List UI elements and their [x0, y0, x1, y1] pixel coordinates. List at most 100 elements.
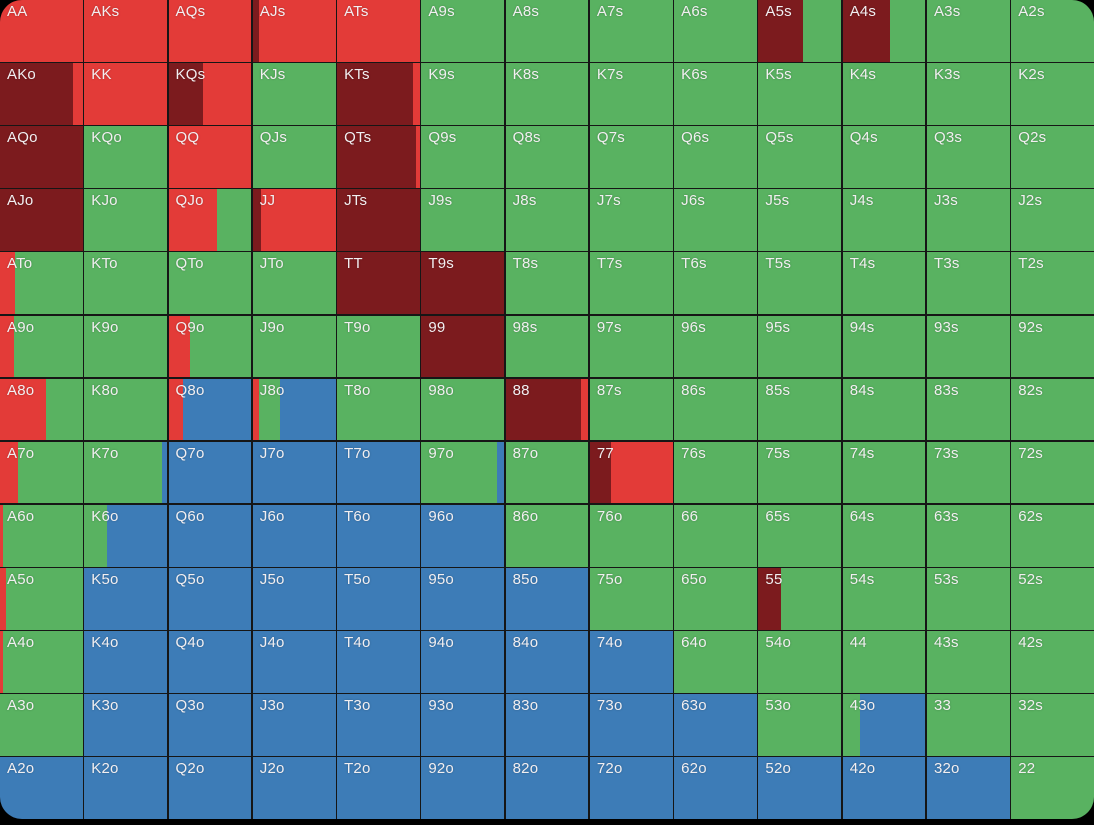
hand-cell-JTs[interactable]: JTs	[337, 189, 420, 251]
hand-cell-T6o[interactable]: T6o	[337, 504, 420, 567]
hand-cell-93s[interactable]: 93s	[926, 315, 1010, 378]
hand-cell-A2o[interactable]: A2o	[0, 757, 83, 819]
hand-cell-J9o[interactable]: J9o	[252, 315, 336, 378]
hand-cell-87s[interactable]: 87s	[589, 378, 673, 441]
hand-cell-J8o[interactable]: J8o	[252, 378, 336, 441]
hand-cell-AJs[interactable]: AJs	[252, 0, 336, 62]
hand-cell-92o[interactable]: 92o	[421, 757, 505, 819]
hand-cell-QJs[interactable]: QJs	[252, 126, 336, 188]
hand-cell-44[interactable]: 44	[842, 631, 926, 693]
hand-cell-J9s[interactable]: J9s	[421, 189, 505, 251]
hand-cell-ATs[interactable]: ATs	[337, 0, 420, 62]
hand-cell-97o[interactable]: 97o	[421, 441, 505, 504]
hand-cell-K4s[interactable]: K4s	[842, 63, 926, 125]
hand-cell-AKo[interactable]: AKo	[0, 63, 83, 125]
hand-cell-98o[interactable]: 98o	[421, 378, 505, 441]
hand-cell-T5o[interactable]: T5o	[337, 568, 420, 630]
hand-cell-J7s[interactable]: J7s	[589, 189, 673, 251]
hand-cell-53s[interactable]: 53s	[926, 568, 1010, 630]
hand-cell-A7s[interactable]: A7s	[589, 0, 673, 62]
hand-cell-K3o[interactable]: K3o	[84, 694, 168, 756]
hand-cell-Q9o[interactable]: Q9o	[168, 315, 252, 378]
hand-cell-K5o[interactable]: K5o	[84, 568, 168, 630]
hand-cell-75s[interactable]: 75s	[758, 441, 842, 504]
hand-cell-K3s[interactable]: K3s	[926, 63, 1010, 125]
hand-cell-99[interactable]: 99	[421, 315, 505, 378]
hand-cell-A5o[interactable]: A5o	[0, 568, 83, 630]
hand-cell-QTo[interactable]: QTo	[168, 252, 252, 315]
hand-cell-43o[interactable]: 43o	[842, 694, 926, 756]
hand-cell-65o[interactable]: 65o	[674, 568, 757, 630]
hand-cell-AQo[interactable]: AQo	[0, 126, 83, 188]
hand-cell-92s[interactable]: 92s	[1011, 315, 1094, 378]
hand-cell-T8s[interactable]: T8s	[505, 252, 589, 315]
hand-cell-52s[interactable]: 52s	[1011, 568, 1094, 630]
hand-cell-J6o[interactable]: J6o	[252, 504, 336, 567]
hand-cell-KTs[interactable]: KTs	[337, 63, 420, 125]
hand-cell-Q8s[interactable]: Q8s	[505, 126, 589, 188]
hand-cell-Q3s[interactable]: Q3s	[926, 126, 1010, 188]
hand-cell-Q5s[interactable]: Q5s	[758, 126, 842, 188]
hand-cell-76o[interactable]: 76o	[589, 504, 673, 567]
hand-cell-T7o[interactable]: T7o	[337, 441, 420, 504]
hand-cell-TT[interactable]: TT	[337, 252, 420, 315]
hand-cell-T2o[interactable]: T2o	[337, 757, 420, 819]
hand-cell-Q2s[interactable]: Q2s	[1011, 126, 1094, 188]
hand-cell-K2o[interactable]: K2o	[84, 757, 168, 819]
hand-cell-63o[interactable]: 63o	[674, 694, 757, 756]
hand-cell-75o[interactable]: 75o	[589, 568, 673, 630]
hand-cell-T6s[interactable]: T6s	[674, 252, 757, 315]
hand-cell-76s[interactable]: 76s	[674, 441, 757, 504]
hand-cell-AKs[interactable]: AKs	[84, 0, 168, 62]
hand-cell-AJo[interactable]: AJo	[0, 189, 83, 251]
hand-cell-K8s[interactable]: K8s	[505, 63, 589, 125]
hand-cell-K9s[interactable]: K9s	[421, 63, 505, 125]
hand-cell-98s[interactable]: 98s	[505, 315, 589, 378]
hand-cell-93o[interactable]: 93o	[421, 694, 505, 756]
hand-cell-A3o[interactable]: A3o	[0, 694, 83, 756]
hand-cell-54s[interactable]: 54s	[842, 568, 926, 630]
hand-cell-42s[interactable]: 42s	[1011, 631, 1094, 693]
hand-cell-QQ[interactable]: QQ	[168, 126, 252, 188]
hand-cell-83o[interactable]: 83o	[505, 694, 589, 756]
hand-cell-KK[interactable]: KK	[84, 63, 168, 125]
hand-cell-32s[interactable]: 32s	[1011, 694, 1094, 756]
hand-cell-Q4o[interactable]: Q4o	[168, 631, 252, 693]
hand-cell-JTo[interactable]: JTo	[252, 252, 336, 315]
hand-cell-K7s[interactable]: K7s	[589, 63, 673, 125]
hand-cell-K8o[interactable]: K8o	[84, 378, 168, 441]
hand-cell-33[interactable]: 33	[926, 694, 1010, 756]
hand-cell-K2s[interactable]: K2s	[1011, 63, 1094, 125]
hand-cell-86o[interactable]: 86o	[505, 504, 589, 567]
hand-cell-86s[interactable]: 86s	[674, 378, 757, 441]
hand-cell-T8o[interactable]: T8o	[337, 378, 420, 441]
hand-cell-KJo[interactable]: KJo	[84, 189, 168, 251]
hand-cell-J4s[interactable]: J4s	[842, 189, 926, 251]
hand-cell-T4o[interactable]: T4o	[337, 631, 420, 693]
hand-cell-77[interactable]: 77	[589, 441, 673, 504]
hand-cell-K6o[interactable]: K6o	[84, 504, 168, 567]
hand-cell-32o[interactable]: 32o	[926, 757, 1010, 819]
hand-cell-A8o[interactable]: A8o	[0, 378, 83, 441]
hand-cell-J5s[interactable]: J5s	[758, 189, 842, 251]
hand-cell-T3s[interactable]: T3s	[926, 252, 1010, 315]
hand-cell-55[interactable]: 55	[758, 568, 842, 630]
hand-cell-K6s[interactable]: K6s	[674, 63, 757, 125]
hand-cell-74o[interactable]: 74o	[589, 631, 673, 693]
hand-cell-J5o[interactable]: J5o	[252, 568, 336, 630]
hand-cell-T3o[interactable]: T3o	[337, 694, 420, 756]
hand-cell-54o[interactable]: 54o	[758, 631, 842, 693]
hand-cell-73s[interactable]: 73s	[926, 441, 1010, 504]
hand-cell-87o[interactable]: 87o	[505, 441, 589, 504]
hand-cell-A9o[interactable]: A9o	[0, 315, 83, 378]
hand-cell-96o[interactable]: 96o	[421, 504, 505, 567]
hand-cell-Q6o[interactable]: Q6o	[168, 504, 252, 567]
hand-cell-T7s[interactable]: T7s	[589, 252, 673, 315]
hand-cell-KQs[interactable]: KQs	[168, 63, 252, 125]
hand-cell-64s[interactable]: 64s	[842, 504, 926, 567]
hand-cell-62o[interactable]: 62o	[674, 757, 757, 819]
hand-cell-J3s[interactable]: J3s	[926, 189, 1010, 251]
hand-cell-95s[interactable]: 95s	[758, 315, 842, 378]
hand-cell-J6s[interactable]: J6s	[674, 189, 757, 251]
hand-cell-A3s[interactable]: A3s	[926, 0, 1010, 62]
